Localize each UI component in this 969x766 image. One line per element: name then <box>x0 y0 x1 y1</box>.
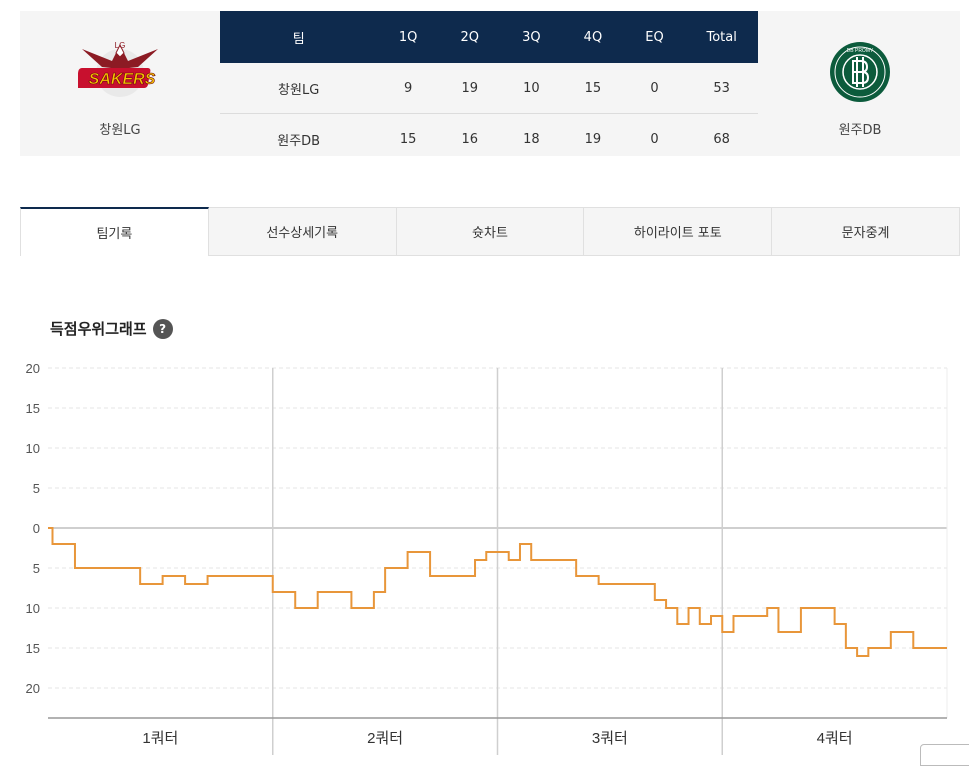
svg-text:DB PROMY: DB PROMY <box>847 48 874 54</box>
row-team-name: 원주DB <box>277 133 321 149</box>
score-eq: 0 <box>650 131 659 147</box>
home-team[interactable]: LG SAKERS 창원LG <box>20 11 220 156</box>
graph-title-text: 득점우위그래프 <box>50 320 147 338</box>
scoreboard: LG SAKERS 창원LG 팀 1Q 2Q 3Q 4Q EQ Total 창원… <box>20 11 960 156</box>
y-tick-label: 15 <box>26 401 40 416</box>
score-q3: 18 <box>523 131 540 147</box>
header-q1: 1Q <box>377 11 439 63</box>
score-q2: 16 <box>461 131 479 147</box>
y-tick-label: 20 <box>26 361 40 376</box>
y-tick-label: 15 <box>26 641 40 656</box>
score-total: 68 <box>713 131 730 147</box>
score-total: 53 <box>685 63 758 114</box>
away-team[interactable]: DB PROMY 원주DB <box>760 11 960 156</box>
svg-text:SAKERS: SAKERS <box>89 71 156 88</box>
y-tick-label: 5 <box>33 561 40 576</box>
y-tick-label: 0 <box>33 521 40 536</box>
score-q4: 15 <box>562 63 624 114</box>
table-row: 창원LG 9 19 10 15 0 53 <box>220 63 758 114</box>
y-tick-label: 10 <box>26 441 40 456</box>
record-tabs: 팀기록 선수상세기록 슛차트 하이라이트 포토 문자중계 <box>20 207 960 256</box>
y-tick-label: 10 <box>26 601 40 616</box>
y-tick-label: 5 <box>33 481 40 496</box>
score-q4: 19 <box>584 131 602 147</box>
score-q1: 15 <box>399 131 417 147</box>
quarter-label: 3쿼터 <box>592 730 628 747</box>
score-q2: 19 <box>438 63 501 114</box>
lead-graph: 20 15 10 5 0 5 10 15 20 1쿼터 2쿼터 3쿼터 4쿼터 <box>26 361 948 755</box>
corner-widget[interactable] <box>920 744 969 766</box>
db-promy-logo-icon: DB PROMY <box>829 41 891 107</box>
y-tick-label: 20 <box>26 681 40 696</box>
row-team-name: 창원LG <box>220 63 378 114</box>
tab-shot-chart[interactable]: 슛차트 <box>396 207 585 256</box>
tab-text-broadcast[interactable]: 문자중계 <box>772 207 960 256</box>
header-eq: EQ <box>623 11 686 63</box>
tab-team-record[interactable]: 팀기록 <box>20 207 209 256</box>
graph-title: 득점우위그래프 ? <box>50 318 173 339</box>
quarter-label: 4쿼터 <box>817 730 853 747</box>
sakers-logo-icon: LG SAKERS <box>75 39 162 101</box>
header-total: Total <box>685 11 758 63</box>
lead-line <box>48 527 947 657</box>
header-q2: 2Q <box>438 11 501 63</box>
away-team-name: 원주DB <box>838 123 882 138</box>
tab-highlight-photo[interactable]: 하이라이트 포토 <box>584 207 773 256</box>
tab-player-detail[interactable]: 선수상세기록 <box>208 207 397 256</box>
home-team-name: 창원LG <box>99 123 141 138</box>
quarter-label: 1쿼터 <box>142 730 178 747</box>
header-q3: 3Q <box>500 11 563 63</box>
score-q3: 10 <box>500 63 563 114</box>
score-eq: 0 <box>623 63 686 114</box>
header-team: 팀 <box>220 11 378 63</box>
quarter-label: 2쿼터 <box>367 730 403 747</box>
score-table: 팀 1Q 2Q 3Q 4Q EQ Total 창원LG 9 19 10 15 0… <box>220 11 758 164</box>
table-row: 원주DB 15 16 18 19 0 68 <box>220 114 758 165</box>
svg-text:LG: LG <box>115 41 126 50</box>
help-icon[interactable]: ? <box>152 318 173 339</box>
header-q4: 4Q <box>562 11 624 63</box>
score-q1: 9 <box>377 63 439 114</box>
